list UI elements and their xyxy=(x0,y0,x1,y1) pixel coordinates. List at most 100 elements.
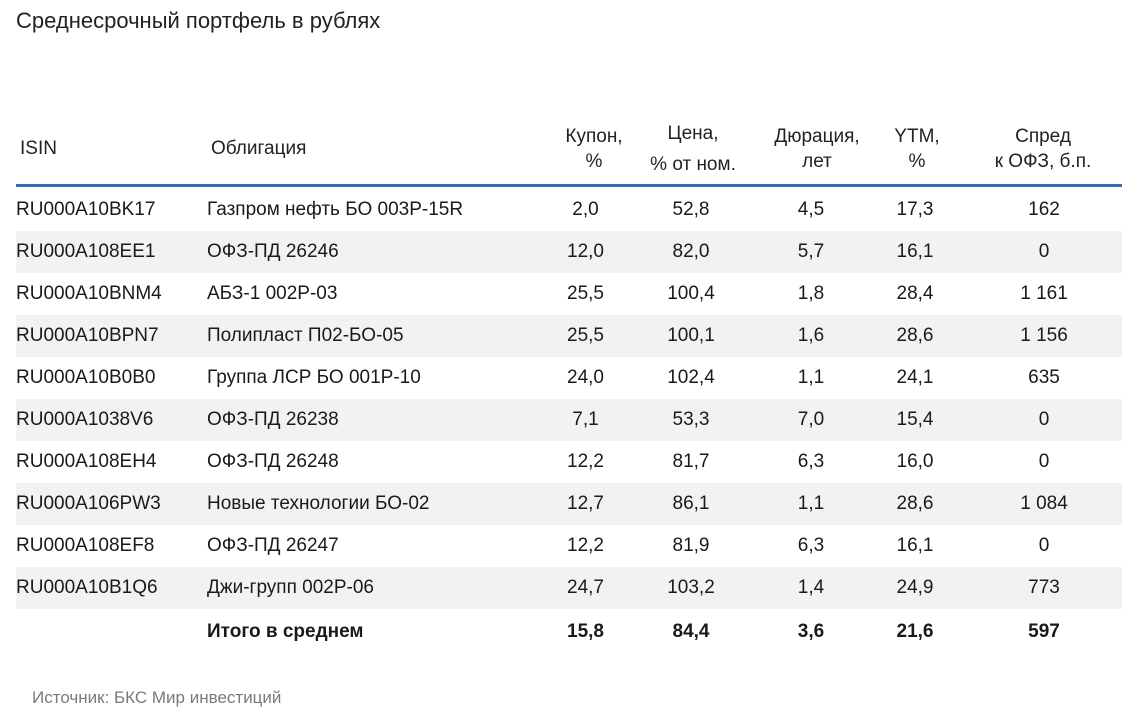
header-coupon-line2: % xyxy=(585,151,603,172)
cell-bond: Группа ЛСР БО 001Р-10 xyxy=(207,367,421,388)
header-ytm-line1: YTM, xyxy=(894,126,940,147)
table-row: RU000A10B1Q6 Джи-групп 002Р-06 24,7 103,2 1,… xyxy=(16,567,1122,609)
table-row: RU000A108EF8 ОФЗ-ПД 26247 12,2 81,9 6,3 16,1 0 xyxy=(16,525,1122,567)
cell-price: 53,3 xyxy=(672,409,710,430)
total-spread: 597 xyxy=(1028,621,1060,642)
cell-spread: 1 161 xyxy=(1020,283,1068,304)
header-price: Цена, % от ном. xyxy=(634,121,752,177)
cell-price: 82,0 xyxy=(672,241,710,262)
cell-duration: 5,7 xyxy=(797,241,825,262)
cell-price: 103,2 xyxy=(667,577,715,598)
cell-bond: ОФЗ-ПД 26238 xyxy=(207,409,339,430)
cell-price: 100,1 xyxy=(667,325,715,346)
cell-coupon: 24,0 xyxy=(567,367,604,388)
header-duration-line1: Дюрация, xyxy=(774,126,860,147)
cell-ytm: 16,1 xyxy=(896,241,934,262)
cell-duration: 1,6 xyxy=(797,325,825,346)
cell-coupon: 12,7 xyxy=(567,493,604,514)
table-row: RU000A10BK17 Газпром нефть БО 003P-15R 2,0… xyxy=(16,189,1122,231)
cell-ytm: 15,4 xyxy=(896,409,934,430)
total-duration: 3,6 xyxy=(797,621,825,642)
cell-price: 81,7 xyxy=(672,451,710,472)
cell-bond: Полипласт П02-БО-05 xyxy=(207,325,404,346)
cell-isin: RU000A106PW3 xyxy=(16,493,161,514)
cell-ytm: 28,4 xyxy=(896,283,934,304)
cell-duration: 1,4 xyxy=(797,577,825,598)
cell-isin: RU000A10B0B0 xyxy=(16,367,156,388)
cell-coupon: 2,0 xyxy=(572,199,599,220)
cell-coupon: 12,0 xyxy=(567,241,604,262)
cell-coupon: 7,1 xyxy=(572,409,599,430)
cell-bond: Новые технологии БО-02 xyxy=(207,493,430,514)
cell-price: 100,4 xyxy=(667,283,715,304)
cell-spread: 1 156 xyxy=(1020,325,1068,346)
cell-isin: RU000A108EF8 xyxy=(16,535,155,556)
cell-isin: RU000A10BK17 xyxy=(16,199,156,220)
cell-ytm: 28,6 xyxy=(896,325,934,346)
header-price-line1: Цена, xyxy=(667,123,719,144)
cell-price: 81,9 xyxy=(672,535,710,556)
cell-coupon: 12,2 xyxy=(567,451,604,472)
cell-bond: ОФЗ-ПД 26247 xyxy=(207,535,339,556)
cell-coupon: 25,5 xyxy=(567,325,604,346)
header-divider xyxy=(16,184,1122,187)
cell-price: 86,1 xyxy=(672,493,710,514)
cell-coupon: 24,7 xyxy=(567,577,604,598)
cell-duration: 1,1 xyxy=(797,493,825,514)
cell-ytm: 16,0 xyxy=(896,451,934,472)
cell-ytm: 16,1 xyxy=(896,535,934,556)
table-row: RU000A108EH4 ОФЗ-ПД 26248 12,2 81,7 6,3 16,0 0 xyxy=(16,441,1122,483)
header-spread: Спред к ОФЗ, б.п. xyxy=(978,124,1108,174)
cell-spread: 162 xyxy=(1028,199,1060,220)
source-note: Источник: БКС Мир инвестиций xyxy=(32,688,282,707)
header-duration: Дюрация, лет xyxy=(762,124,872,174)
total-ytm: 21,6 xyxy=(896,621,934,642)
cell-isin: RU000A108EH4 xyxy=(16,451,157,472)
cell-coupon: 12,2 xyxy=(567,535,604,556)
table-row: RU000A10BNM4 АБЗ-1 002Р-03 25,5 100,4 1,8 28,… xyxy=(16,273,1122,315)
cell-spread: 0 xyxy=(1038,451,1050,472)
cell-spread: 0 xyxy=(1038,409,1050,430)
header-ytm-line2: % xyxy=(908,151,926,172)
cell-bond: ОФЗ-ПД 26246 xyxy=(207,241,339,262)
cell-duration: 6,3 xyxy=(797,535,825,556)
header-bond: Облигация xyxy=(211,138,307,159)
cell-coupon: 25,5 xyxy=(567,283,604,304)
cell-spread: 1 084 xyxy=(1020,493,1068,514)
cell-ytm: 24,9 xyxy=(896,577,934,598)
header-ytm: YTM, % xyxy=(882,124,952,174)
cell-isin: RU000A108EE1 xyxy=(16,241,156,262)
page-title: Среднесрочный портфель в рублях xyxy=(16,8,381,33)
cell-isin: RU000A1038V6 xyxy=(16,409,154,430)
cell-bond: ОФЗ-ПД 26248 xyxy=(207,451,339,472)
header-isin: ISIN xyxy=(20,138,57,159)
table-row: RU000A1038V6 ОФЗ-ПД 26238 7,1 53,3 7,0 15,4 0 xyxy=(16,399,1122,441)
cell-spread: 0 xyxy=(1038,535,1050,556)
total-row: Итого в среднем 15,8 84,4 3,6 21,6 597 xyxy=(16,611,1122,653)
cell-isin: RU000A10B1Q6 xyxy=(16,577,158,598)
header-coupon: Купон, % xyxy=(554,124,634,174)
cell-isin: RU000A10BPN7 xyxy=(16,325,159,346)
cell-bond: АБЗ-1 002Р-03 xyxy=(207,283,338,304)
cell-duration: 1,1 xyxy=(797,367,825,388)
header-duration-line2: лет xyxy=(802,151,832,172)
cell-bond: Джи-групп 002Р-06 xyxy=(207,577,374,598)
table-row: RU000A108EE1 ОФЗ-ПД 26246 12,0 82,0 5,7 16,1 0 xyxy=(16,231,1122,273)
header-coupon-line1: Купон, xyxy=(565,126,623,147)
cell-duration: 4,5 xyxy=(797,199,825,220)
cell-duration: 7,0 xyxy=(797,409,825,430)
cell-spread: 0 xyxy=(1038,241,1050,262)
cell-isin: RU000A10BNM4 xyxy=(16,283,162,304)
cell-bond: Газпром нефть БО 003P-15R xyxy=(207,199,464,220)
cell-spread: 635 xyxy=(1028,367,1060,388)
cell-duration: 6,3 xyxy=(797,451,825,472)
cell-spread: 773 xyxy=(1028,577,1060,598)
table-row: RU000A10B0B0 Группа ЛСР БО 001Р-10 24,0 102… xyxy=(16,357,1122,399)
header-spread-line2: к ОФЗ, б.п. xyxy=(994,151,1092,172)
header-price-line2: % от ном. xyxy=(650,154,736,175)
cell-price: 102,4 xyxy=(667,367,715,388)
cell-duration: 1,8 xyxy=(797,283,825,304)
cell-price: 52,8 xyxy=(672,199,710,220)
total-coupon: 15,8 xyxy=(567,621,604,642)
cell-ytm: 17,3 xyxy=(896,199,934,220)
